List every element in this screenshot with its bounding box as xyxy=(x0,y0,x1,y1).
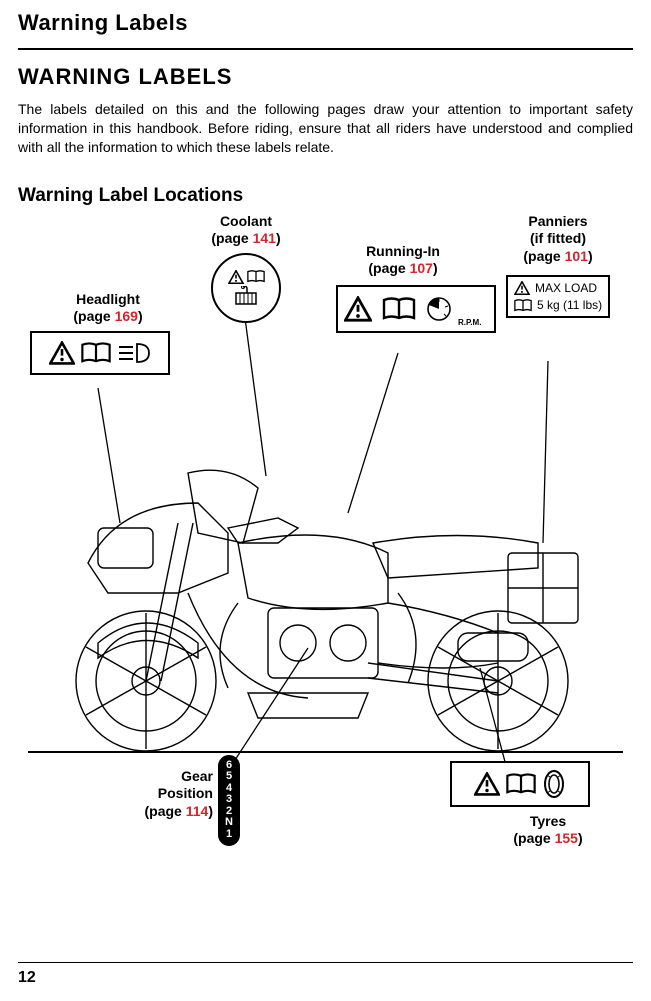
tyre-icon xyxy=(542,769,566,799)
manual-book-icon xyxy=(506,773,536,795)
tyres-page-num: 155 xyxy=(555,830,578,846)
gear-1: 1 xyxy=(226,829,232,841)
headlight-label-box xyxy=(30,331,170,375)
page-number: 12 xyxy=(18,969,633,987)
rpm-label: R.P.M. xyxy=(458,318,481,327)
running-title: Running-In xyxy=(338,243,468,261)
warning-triangle-icon xyxy=(228,270,244,284)
coolant-title: Coolant xyxy=(186,213,306,231)
section-title: WARNING LABELS xyxy=(18,64,633,90)
warning-triangle-icon xyxy=(514,281,530,295)
running-page-num: 107 xyxy=(410,260,433,276)
tyres-title: Tyres xyxy=(488,813,608,831)
diagram-area: Coolant (page 141) Running-In (page 107)… xyxy=(18,213,633,833)
headlight-page: (page 169) xyxy=(48,308,168,326)
callout-running-in: Running-In (page 107) xyxy=(338,243,468,278)
coolant-page-num: 141 xyxy=(253,230,276,246)
warning-triangle-icon xyxy=(344,296,372,322)
intro-paragraph: The labels detailed on this and the foll… xyxy=(18,100,633,157)
gear-sequence-pill: 6 5 4 3 2 N 1 xyxy=(218,755,240,846)
panniers-page-num: 101 xyxy=(565,248,588,264)
radiator-icon xyxy=(233,286,259,306)
gear-sub: Position xyxy=(113,785,213,803)
headlight-beam-icon xyxy=(117,341,151,365)
maxload-line2: 5 kg (11 lbs) xyxy=(514,298,602,312)
coolant-icons-row xyxy=(228,270,265,284)
rpm-gauge-icon xyxy=(426,296,452,322)
gear-page-num: 114 xyxy=(186,803,209,819)
maxload-text1: MAX LOAD xyxy=(535,281,597,295)
callout-coolant: Coolant (page 141) xyxy=(186,213,306,248)
page-header: Warning Labels xyxy=(18,10,633,44)
running-in-label-box: R.P.M. xyxy=(336,285,496,333)
headlight-page-num: 169 xyxy=(115,308,138,324)
tyres-page: (page 155) xyxy=(488,830,608,848)
footer-rule xyxy=(18,962,633,963)
sub-title: Warning Label Locations xyxy=(18,185,633,207)
callout-tyres: Tyres (page 155) xyxy=(488,813,608,848)
callout-panniers: Panniers (if fitted) (page 101) xyxy=(498,213,618,266)
gear-page: (page 114) xyxy=(113,803,213,821)
manual-book-icon xyxy=(514,299,532,312)
warning-triangle-icon xyxy=(49,341,75,365)
header-rule xyxy=(18,48,633,50)
panniers-title: Panniers xyxy=(498,213,618,231)
coolant-page: (page 141) xyxy=(186,230,306,248)
callout-headlight: Headlight (page 169) xyxy=(48,291,168,326)
manual-book-icon xyxy=(382,297,416,321)
panniers-page: (page 101) xyxy=(498,248,618,266)
panniers-sub: (if fitted) xyxy=(498,230,618,248)
gear-title: Gear xyxy=(113,768,213,786)
headlight-title: Headlight xyxy=(48,291,168,309)
coolant-icon-circle xyxy=(211,253,281,323)
maxload-line1: MAX LOAD xyxy=(514,281,602,295)
maxload-text2: 5 kg (11 lbs) xyxy=(537,298,602,312)
page-footer: 12 xyxy=(0,962,651,987)
manual-book-icon xyxy=(247,270,265,283)
running-page: (page 107) xyxy=(338,260,468,278)
tyres-label-box xyxy=(450,761,590,807)
callout-gear: Gear Position (page 114) xyxy=(113,768,213,821)
warning-triangle-icon xyxy=(474,772,500,796)
manual-book-icon xyxy=(81,342,111,364)
maxload-label-box: MAX LOAD 5 kg (11 lbs) xyxy=(506,275,610,319)
